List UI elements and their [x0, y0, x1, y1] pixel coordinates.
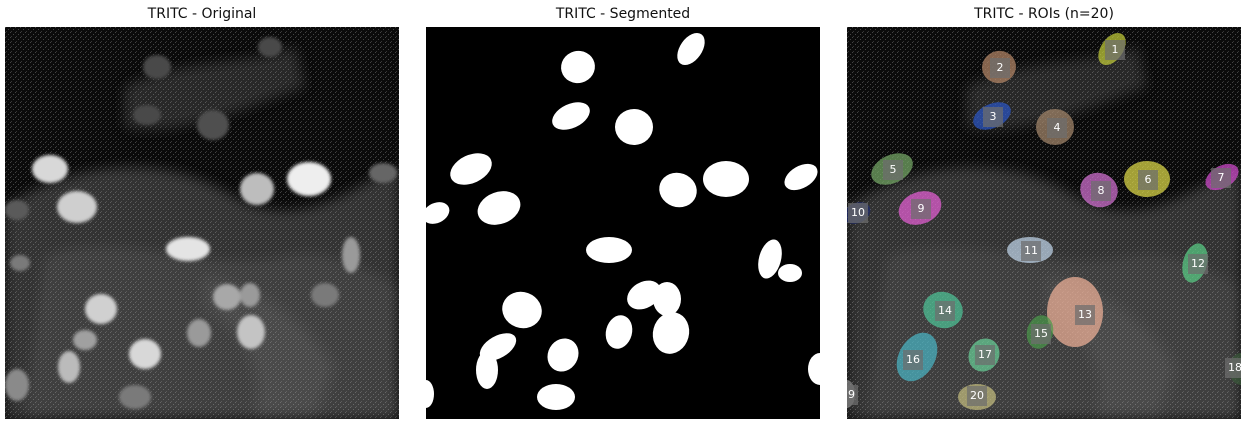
roi-label-4: 4 — [1047, 118, 1067, 138]
roi-label-11: 11 — [1021, 241, 1041, 261]
roi-label-14: 14 — [935, 301, 955, 321]
roi-label-17: 17 — [975, 345, 995, 365]
original-panel: TRITC - Original — [5, 0, 399, 424]
original-image — [5, 27, 399, 419]
roi-label-8: 8 — [1091, 181, 1111, 201]
segmented-panel: TRITC - Segmented — [426, 0, 820, 424]
roi-label-13: 13 — [1075, 305, 1095, 325]
roi-label-12: 12 — [1188, 254, 1208, 274]
roi-label-6: 6 — [1138, 170, 1158, 190]
rois-panel: TRITC - ROIs (n=20) 1 2 3 4 5 6 7 8 9 10 11 12 13 1 — [847, 0, 1241, 424]
roi-label-9: 9 — [911, 199, 931, 219]
roi-label-1: 1 — [1105, 40, 1125, 60]
original-title: TRITC - Original — [147, 6, 257, 22]
roi-label-7: 7 — [1211, 168, 1231, 188]
rois-image: 1234567891011121314151617181920 — [847, 27, 1241, 419]
roi-label-15: 15 — [1031, 324, 1051, 344]
roi-label-10: 10 — [848, 203, 868, 223]
rois-title: TRITC - ROIs (n=20) — [974, 6, 1114, 22]
roi-label-20: 20 — [967, 386, 987, 406]
segmented-image — [426, 27, 820, 419]
roi-label-5: 5 — [883, 160, 903, 180]
roi-label-16: 16 — [903, 350, 923, 370]
roi-label-3: 3 — [983, 107, 1003, 127]
roi-label-18: 18 — [1225, 358, 1241, 378]
roi-label-19: 19 — [847, 385, 858, 405]
roi-label-2: 2 — [990, 58, 1010, 78]
segmented-title: TRITC - Segmented — [555, 6, 691, 22]
